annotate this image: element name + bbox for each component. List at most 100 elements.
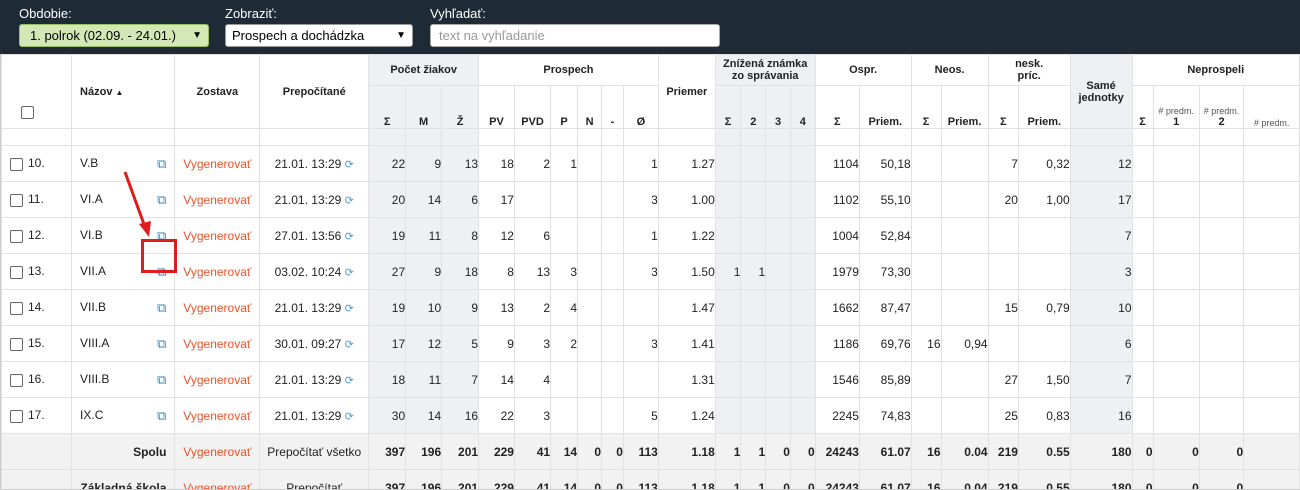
cell-kp: 0,32 xyxy=(1017,145,1071,182)
refresh-icon[interactable]: ⟳ xyxy=(344,338,354,351)
sort-asc-icon: ▲ xyxy=(115,87,124,97)
cell-ks: 20 xyxy=(987,181,1019,218)
summary-cell-p: 14 xyxy=(550,433,579,470)
row-checkbox[interactable] xyxy=(10,157,23,171)
cell-priemer: 1.47 xyxy=(657,289,716,326)
cell-p xyxy=(550,181,579,218)
open-external-link-icon[interactable]: ⧉ xyxy=(157,299,167,315)
class-name-cell: VI.B ⧉ xyxy=(71,217,176,254)
refresh-icon[interactable]: ⟳ xyxy=(344,194,354,207)
column-name-header[interactable]: Názov ▲ xyxy=(71,54,176,129)
column-only-ones-header: Samé jednotky xyxy=(1069,54,1133,129)
cell-s: 19 xyxy=(368,217,407,254)
cell-z4 xyxy=(789,253,816,290)
spacer-row xyxy=(1,128,1300,146)
recalculate-link[interactable]: Prepočítať xyxy=(286,480,343,490)
cell-failed-1 xyxy=(1152,181,1200,218)
summary-label: Spolu xyxy=(71,433,176,470)
open-external-link-icon[interactable]: ⧉ xyxy=(157,371,167,387)
excused-group-header: Ospr. xyxy=(814,54,912,86)
cell-np xyxy=(940,181,989,218)
cell-osp: 87,47 xyxy=(858,289,912,326)
summary-cell-z: 201 xyxy=(441,469,480,489)
generate-report-link[interactable]: Vygenerovať xyxy=(183,372,252,387)
row-checkbox[interactable] xyxy=(10,301,23,315)
open-external-link-icon[interactable]: ⧉ xyxy=(157,191,167,207)
row-checkbox[interactable] xyxy=(10,265,23,279)
summary-cell-same: 180 xyxy=(1069,469,1133,489)
row-select-cell: 13. xyxy=(1,253,73,290)
cell-m: 10 xyxy=(405,289,443,326)
cell-z4 xyxy=(789,181,816,218)
summary-cell-n1: 0 xyxy=(1152,433,1200,470)
summary-cell-ks: 219 xyxy=(987,433,1019,470)
class-name: IX.C xyxy=(80,407,104,422)
cell-z4 xyxy=(789,361,816,398)
cell-os: 1186 xyxy=(814,325,860,362)
report-cell: Vygenerovať xyxy=(174,253,261,290)
cell-s: 17 xyxy=(368,325,407,362)
refresh-icon[interactable]: ⟳ xyxy=(344,302,354,315)
summary-cell-s: 397 xyxy=(368,469,407,489)
generate-report-link[interactable]: Vygenerovať xyxy=(183,156,252,171)
cell-avg: 3 xyxy=(622,181,659,218)
refresh-icon[interactable]: ⟳ xyxy=(344,266,354,279)
refresh-icon[interactable]: ⟳ xyxy=(344,374,354,387)
cell-z1 xyxy=(714,361,742,398)
cell-z: 6 xyxy=(441,181,480,218)
cell-ks xyxy=(987,325,1019,362)
summary-cell-kp: 0.55 xyxy=(1017,433,1071,470)
refresh-icon[interactable]: ⟳ xyxy=(344,230,354,243)
cell-os: 1546 xyxy=(814,361,860,398)
generate-report-link[interactable]: Vygenerovať xyxy=(183,408,252,423)
summary-cell-z3: 0 xyxy=(765,433,791,470)
row-checkbox[interactable] xyxy=(10,373,23,387)
view-select[interactable]: Prospech a dochádzka ▼ xyxy=(225,24,413,47)
generate-report-link[interactable]: Vygenerovať xyxy=(183,336,252,351)
refresh-icon[interactable]: ⟳ xyxy=(344,410,354,423)
summary-body: Spolu Vygenerovať Prepočítať všetko 397 196 2… xyxy=(1,433,1300,490)
open-external-link-icon[interactable]: ⧉ xyxy=(157,407,167,423)
row-checkbox[interactable] xyxy=(10,409,23,423)
generate-report-link[interactable]: Vygenerovať xyxy=(183,480,252,490)
cell-p: 2 xyxy=(550,325,579,362)
row-checkbox[interactable] xyxy=(10,337,23,351)
generate-report-link[interactable]: Vygenerovať xyxy=(183,300,252,315)
search-input[interactable] xyxy=(430,24,720,47)
col-excused-total: Σ xyxy=(814,85,860,129)
cell-z4 xyxy=(789,289,816,326)
select-all-checkbox[interactable] xyxy=(21,106,34,119)
generate-report-link[interactable]: Vygenerovať xyxy=(183,228,252,243)
class-name-cell: VIII.A ⧉ xyxy=(71,325,176,362)
cell-avg xyxy=(622,289,659,326)
cell-z3 xyxy=(765,325,791,362)
reduced-grade-label-2: zo správania xyxy=(731,70,799,82)
generate-report-link[interactable]: Vygenerovať xyxy=(183,444,252,459)
col-excused-avg: Priem. xyxy=(858,85,912,129)
cell-priemer: 1.50 xyxy=(657,253,716,290)
row-select-cell: 11. xyxy=(1,181,73,218)
row-checkbox[interactable] xyxy=(10,193,23,207)
subjects-label: # predm. xyxy=(1158,106,1194,116)
cell-kp: 1,00 xyxy=(1017,181,1071,218)
row-checkbox[interactable] xyxy=(10,229,23,243)
generate-report-link[interactable]: Vygenerovať xyxy=(183,192,252,207)
cell-kp: 1,50 xyxy=(1017,361,1071,398)
summary-cell-n: 0 xyxy=(577,433,602,470)
cell-np xyxy=(940,217,989,254)
open-external-link-icon[interactable]: ⧉ xyxy=(157,335,167,351)
summary-cell-m: 196 xyxy=(405,469,443,489)
refresh-icon[interactable]: ⟳ xyxy=(344,158,354,171)
summary-cell-z4: 0 xyxy=(789,469,816,489)
cell-same: 6 xyxy=(1069,325,1133,362)
recalculate-link[interactable]: Prepočítať všetko xyxy=(267,444,362,459)
col-failed-more: # predm. xyxy=(1243,85,1300,129)
generate-report-link[interactable]: Vygenerovať xyxy=(183,264,252,279)
cell-same: 3 xyxy=(1069,253,1133,290)
open-external-link-icon[interactable]: ⧉ xyxy=(157,227,167,243)
summary-cell-osp: 61.07 xyxy=(858,433,912,470)
row-number: 11. xyxy=(28,192,44,207)
period-select[interactable]: 1. polrok (02.09. - 24.01.) ▼ xyxy=(19,24,209,47)
cell-ns xyxy=(910,289,942,326)
open-external-link-icon[interactable]: ⧉ xyxy=(157,155,167,171)
